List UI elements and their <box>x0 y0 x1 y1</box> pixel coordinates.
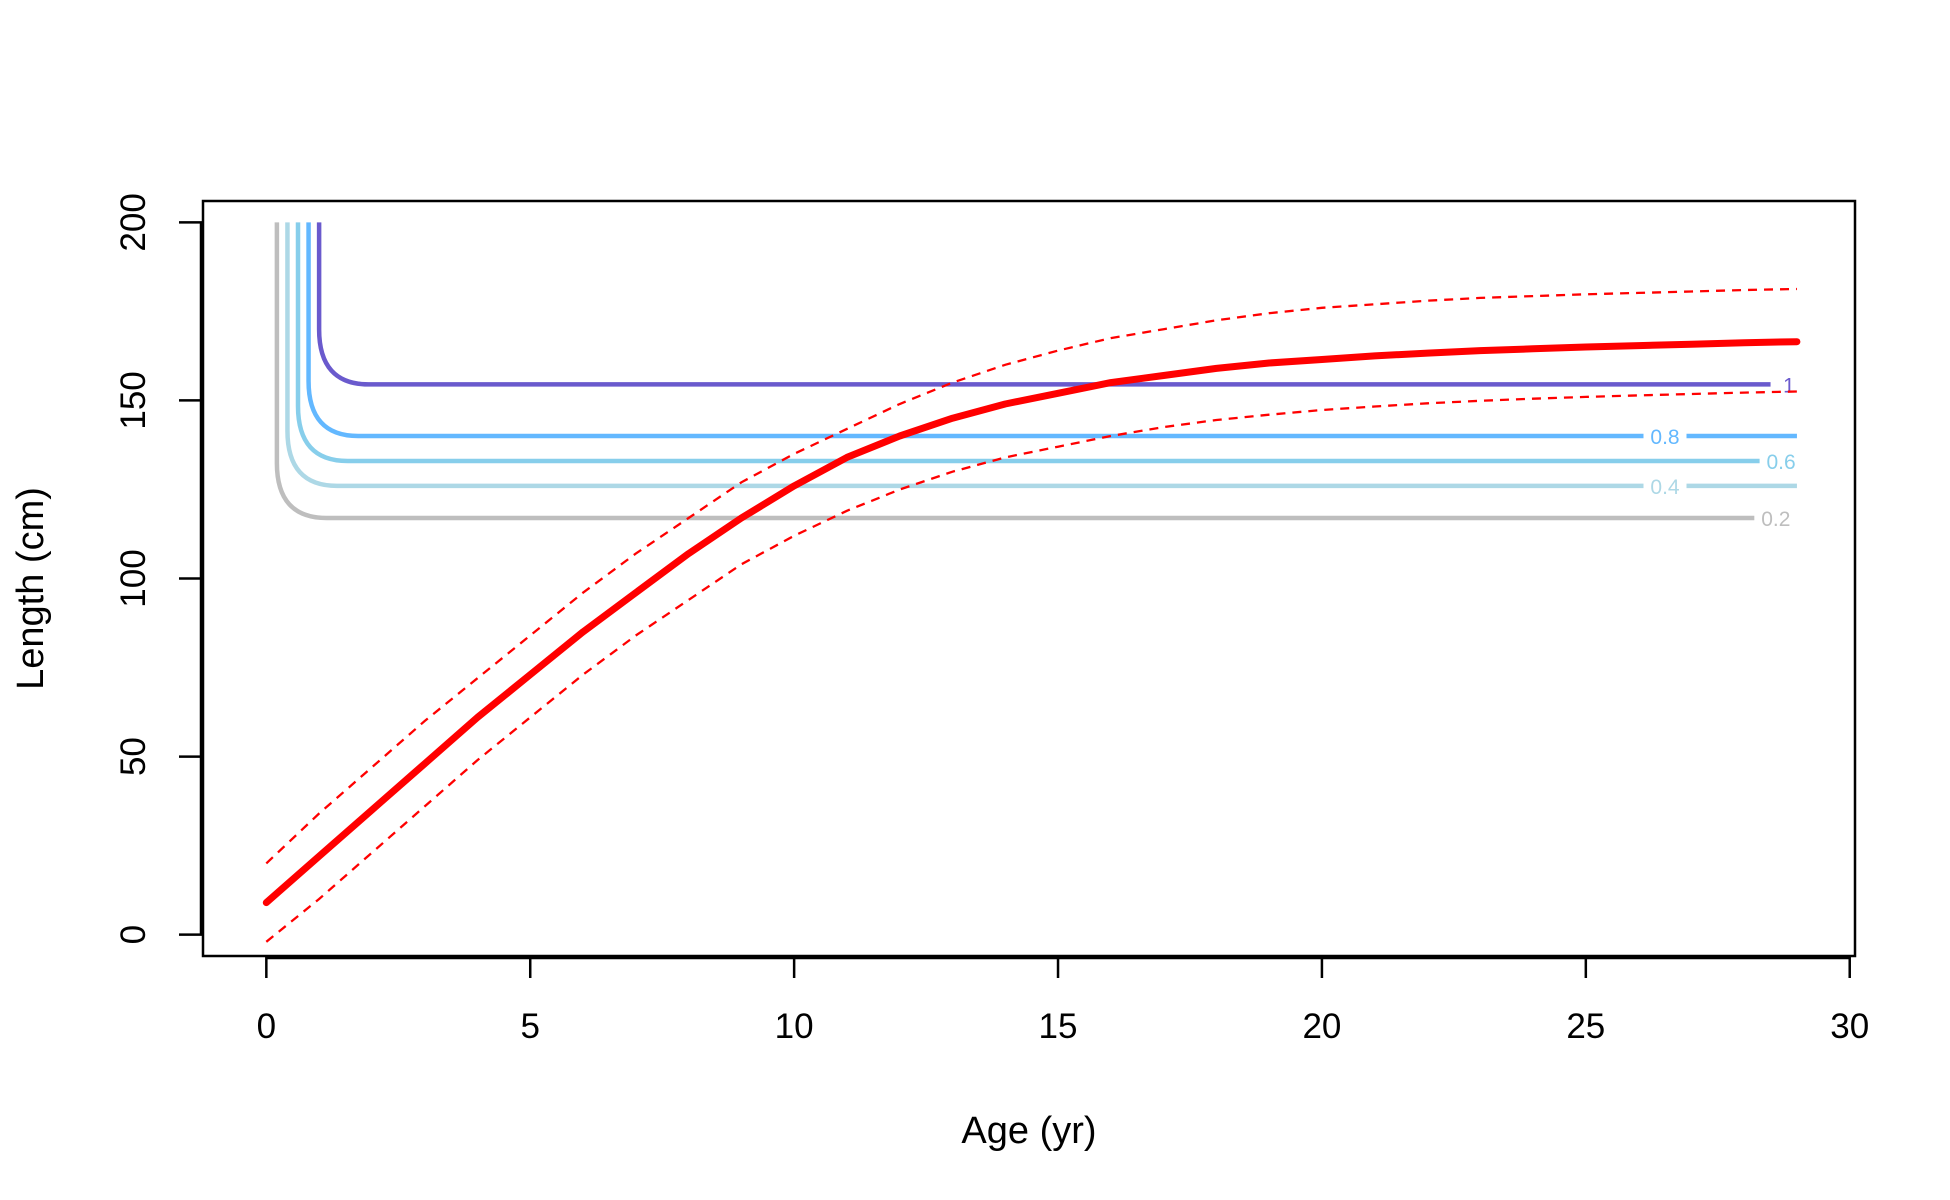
upper-bound-line <box>265 287 1797 865</box>
x-tick-label: 10 <box>775 1007 814 1046</box>
y-tick-label: 100 <box>114 549 153 607</box>
contour-line <box>285 222 1797 489</box>
contour-label-bg <box>1754 505 1798 530</box>
contour-label-bg <box>1643 473 1687 498</box>
x-tick-label: 5 <box>520 1007 539 1046</box>
contour-label-bg <box>1759 448 1803 473</box>
contour-label: 0.2 <box>1761 508 1790 531</box>
x-axis: 0 5 10 15 20 25 30 <box>257 956 1869 1046</box>
growth-curves <box>262 287 1801 943</box>
y-tick-label: 0 <box>114 925 153 944</box>
contour-label-bg <box>1643 424 1687 449</box>
contour-line <box>316 222 1771 387</box>
y-tick-label: 150 <box>114 371 153 429</box>
x-tick-label: 15 <box>1039 1007 1078 1046</box>
contour-line <box>306 222 1797 439</box>
y-axis-title: Length (cm) <box>10 487 52 690</box>
y-tick-label: 200 <box>114 193 153 251</box>
x-tick-label: 25 <box>1566 1007 1605 1046</box>
plot-frame <box>201 199 1857 958</box>
contour-line <box>274 222 1755 521</box>
x-axis-title: Age (yr) <box>961 1110 1096 1152</box>
x-tick-label: 20 <box>1302 1007 1341 1046</box>
contour-label: 0.8 <box>1650 426 1679 449</box>
contour-label: 1 <box>1783 374 1795 397</box>
contour-line <box>295 222 1760 464</box>
y-tick-label: 50 <box>114 737 153 776</box>
contour-label: 0.4 <box>1650 476 1680 499</box>
x-tick-label: 30 <box>1830 1007 1869 1046</box>
contour-lines: 0.2 0.4 0.6 0.8 1 <box>274 222 1803 531</box>
contour-label: 0.6 <box>1767 451 1796 474</box>
x-tick-label: 0 <box>257 1007 276 1046</box>
y-axis: 0 50 100 150 200 <box>114 193 203 944</box>
lower-bound-line <box>265 390 1797 943</box>
mean-growth-line <box>262 338 1801 907</box>
